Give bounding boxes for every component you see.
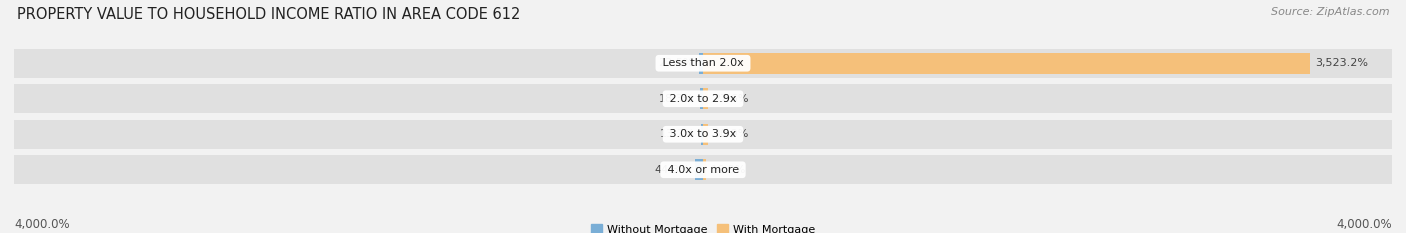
- Bar: [703, 124, 709, 144]
- Text: Less than 2.0x: Less than 2.0x: [659, 58, 747, 68]
- Text: 4,000.0%: 4,000.0%: [1336, 218, 1392, 231]
- Text: 18.3%: 18.3%: [659, 94, 695, 104]
- Text: 27.6%: 27.6%: [713, 94, 748, 104]
- Text: 44.3%: 44.3%: [655, 165, 690, 175]
- Bar: [700, 124, 703, 144]
- Text: 13.7%: 13.7%: [659, 129, 696, 139]
- Bar: [14, 120, 1392, 149]
- Text: 2.0x to 2.9x: 2.0x to 2.9x: [666, 94, 740, 104]
- Text: 22.5%: 22.5%: [658, 58, 695, 68]
- Bar: [14, 84, 1392, 113]
- Legend: Without Mortgage, With Mortgage: Without Mortgage, With Mortgage: [586, 220, 820, 233]
- Text: Source: ZipAtlas.com: Source: ZipAtlas.com: [1271, 7, 1389, 17]
- Text: PROPERTY VALUE TO HOUSEHOLD INCOME RATIO IN AREA CODE 612: PROPERTY VALUE TO HOUSEHOLD INCOME RATIO…: [17, 7, 520, 22]
- Text: 4.0x or more: 4.0x or more: [664, 165, 742, 175]
- Text: 4,000.0%: 4,000.0%: [14, 218, 70, 231]
- Bar: [699, 53, 703, 74]
- Bar: [700, 89, 703, 109]
- Text: 3.0x to 3.9x: 3.0x to 3.9x: [666, 129, 740, 139]
- Bar: [696, 159, 703, 180]
- Text: 3,523.2%: 3,523.2%: [1315, 58, 1368, 68]
- Text: 16.9%: 16.9%: [711, 165, 747, 175]
- Bar: [703, 89, 707, 109]
- Bar: [703, 53, 1310, 74]
- Text: 30.9%: 30.9%: [713, 129, 749, 139]
- Bar: [703, 159, 706, 180]
- Bar: [14, 49, 1392, 78]
- Bar: [14, 155, 1392, 184]
